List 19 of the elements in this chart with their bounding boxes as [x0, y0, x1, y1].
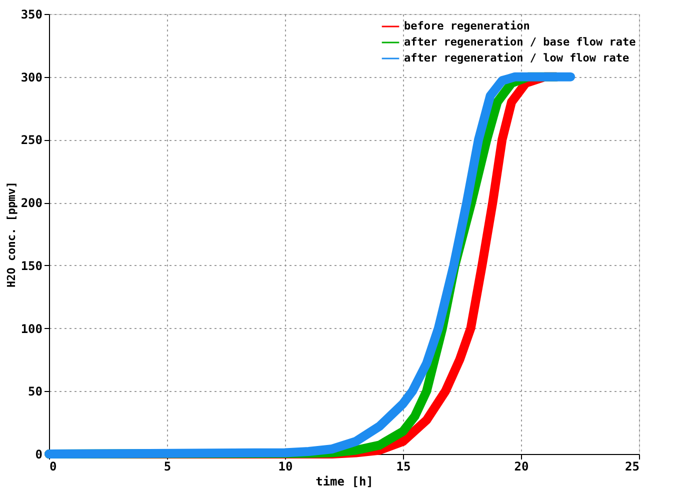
x-tick-label: 25: [625, 460, 640, 474]
legend-label: before regeneration: [404, 20, 530, 32]
legend-label: after regeneration / base flow rate: [404, 36, 636, 48]
y-tick-label: 0: [35, 448, 42, 462]
y-axis-title: H2O conc. [ppmv]: [4, 182, 18, 288]
y-tick-label: 300: [20, 70, 42, 84]
x-tick-label: 10: [278, 460, 293, 474]
y-tick-label: 350: [20, 8, 42, 22]
y-tick-label: 200: [20, 196, 42, 210]
y-tick-label: 100: [20, 322, 42, 336]
y-tick-label: 250: [20, 133, 42, 148]
y-tick-label: 150: [20, 258, 42, 273]
x-tick-label: 0: [50, 460, 57, 474]
x-tick-label: 5: [164, 460, 172, 474]
x-axis-title: time [h]: [316, 474, 374, 488]
x-tick-label: 15: [396, 460, 411, 474]
y-tick-label: 50: [28, 384, 42, 399]
x-tick-label: 20: [514, 460, 529, 474]
legend-label: after regeneration / low flow rate: [404, 52, 630, 64]
